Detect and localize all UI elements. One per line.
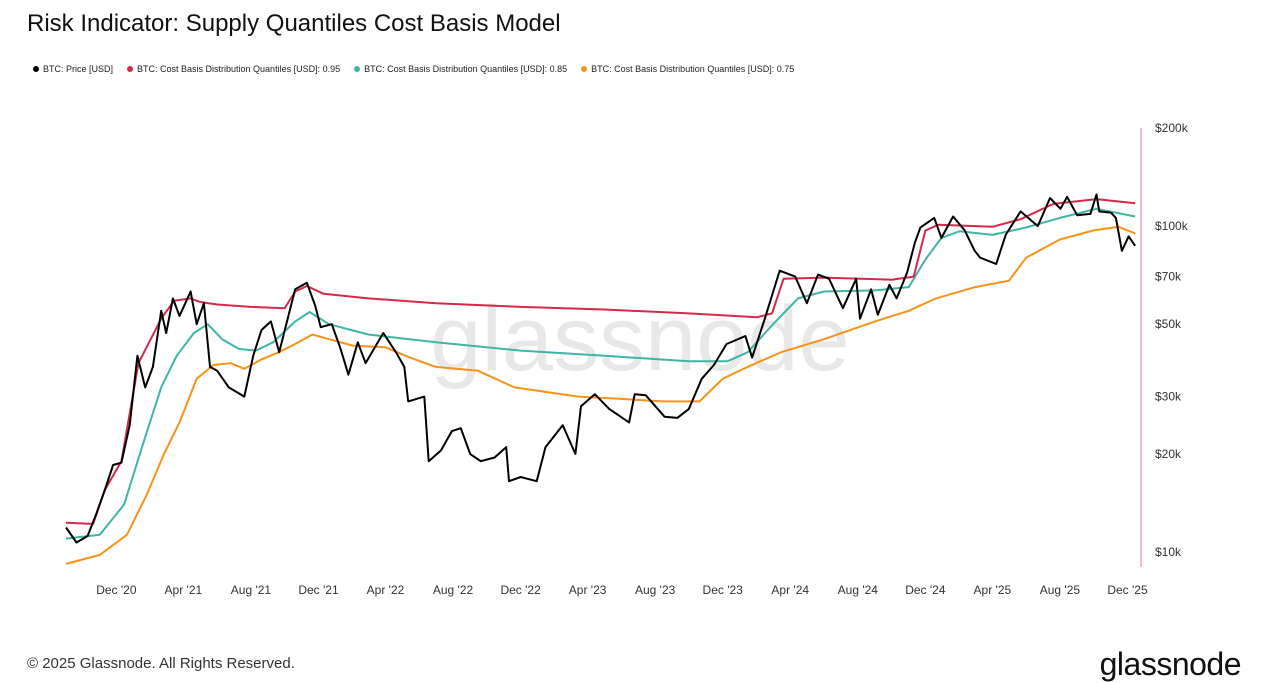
copyright-footer: © 2025 Glassnode. All Rights Reserved. xyxy=(27,655,295,672)
legend-label-q95: BTC: Cost Basis Distribution Quantiles [… xyxy=(137,64,341,74)
legend-item-q95[interactable]: BTC: Cost Basis Distribution Quantiles [… xyxy=(127,64,340,74)
x-tick-label: Aug '23 xyxy=(635,583,676,597)
x-tick-label: Aug '21 xyxy=(231,583,272,597)
legend-item-price[interactable]: BTC: Price [USD] xyxy=(33,64,113,74)
chart-title: Risk Indicator: Supply Quantiles Cost Ba… xyxy=(27,10,561,37)
series-line-0[interactable] xyxy=(65,193,1137,544)
y-tick-label: $30k xyxy=(1155,390,1182,404)
series-layer xyxy=(65,193,1137,565)
y-tick-label: $10k xyxy=(1155,545,1182,559)
x-tick-label: Dec '22 xyxy=(500,583,541,597)
x-tick-label: Apr '22 xyxy=(367,583,405,597)
legend-dot-q95 xyxy=(127,66,134,72)
series-line-3[interactable] xyxy=(65,225,1136,565)
x-tick-label: Aug '22 xyxy=(433,583,474,597)
x-tick-label: Dec '24 xyxy=(905,583,946,597)
x-tick-label: Apr '23 xyxy=(569,583,607,597)
legend-label-q85: BTC: Cost Basis Distribution Quantiles [… xyxy=(364,64,568,74)
watermark: glassnode xyxy=(430,288,849,390)
y-tick-label: $100k xyxy=(1155,219,1189,233)
legend-dot-price xyxy=(33,66,39,72)
series-line-1[interactable] xyxy=(65,198,1136,525)
x-tick-label: Dec '25 xyxy=(1107,583,1148,597)
legend: BTC: Price [USD] BTC: Cost Basis Distrib… xyxy=(33,64,794,74)
x-tick-label: Apr '25 xyxy=(974,583,1012,597)
legend-item-q85[interactable]: BTC: Cost Basis Distribution Quantiles [… xyxy=(354,64,567,74)
y-tick-label: $200k xyxy=(1155,121,1189,135)
legend-item-q75[interactable]: BTC: Cost Basis Distribution Quantiles [… xyxy=(581,64,794,74)
x-tick-label: Aug '24 xyxy=(838,583,879,597)
y-tick-label: $70k xyxy=(1155,270,1182,284)
x-tick-label: Dec '23 xyxy=(703,583,744,597)
legend-label-price: BTC: Price [USD] xyxy=(43,64,114,74)
series-line-2[interactable] xyxy=(65,207,1136,540)
x-tick-label: Dec '20 xyxy=(96,583,137,597)
x-tick-label: Apr '24 xyxy=(771,583,809,597)
y-tick-label: $50k xyxy=(1155,317,1182,331)
legend-dot-q75 xyxy=(581,66,588,72)
x-tick-label: Dec '21 xyxy=(298,583,339,597)
legend-label-q75: BTC: Cost Basis Distribution Quantiles [… xyxy=(591,64,795,74)
x-tick-label: Aug '25 xyxy=(1040,583,1081,597)
x-tick-label: Apr '21 xyxy=(165,583,203,597)
legend-dot-q85 xyxy=(354,66,361,72)
y-tick-label: $20k xyxy=(1155,447,1182,461)
glassnode-logo: glassnode xyxy=(1099,646,1242,682)
axis-layer: $10k $20k $30k $50k $70k $100k $200k Dec '20 Apr… xyxy=(96,121,1188,597)
